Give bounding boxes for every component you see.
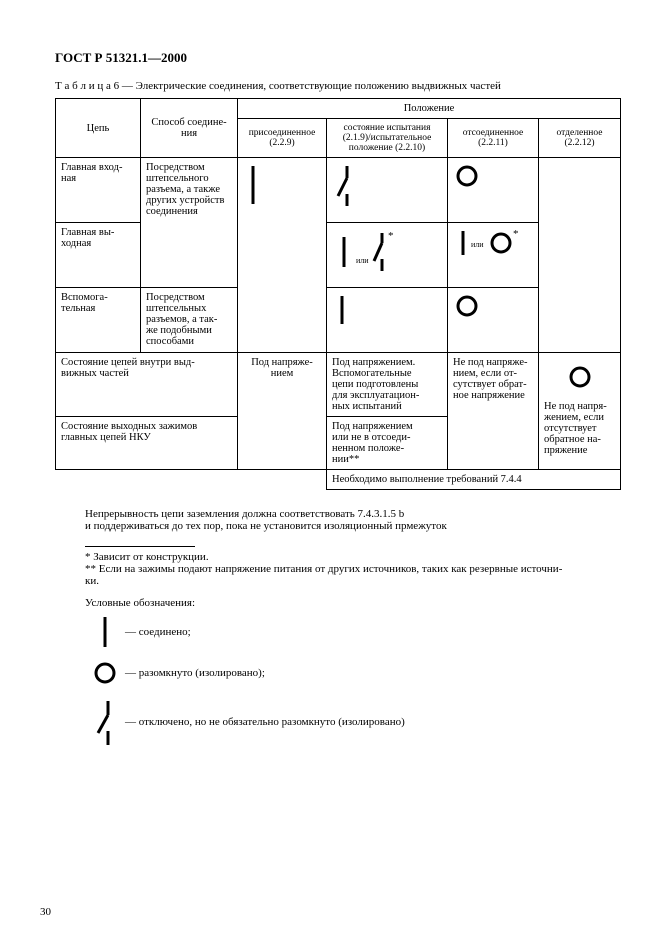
legend-text-1: — соединено; (125, 626, 191, 638)
cell-r123-p1 (238, 158, 327, 353)
cell-r2-p2: или * (327, 223, 448, 288)
footnote-2: ** Если на зажимы подают напряжение пита… (85, 563, 611, 587)
disconnected-switch-icon (90, 697, 120, 747)
cell-method-aux: Посредствомштепсельныхразъемов, а так-же… (141, 288, 238, 353)
col-header-position: Положение (238, 99, 621, 119)
cell-r1-p2 (327, 158, 448, 223)
cell-r1-circuit: Главная вход-ная (56, 158, 141, 223)
main-table: Цепь Способ соедине-ния Положение присое… (55, 98, 621, 490)
cell-r5-circuit: Состояние выходных зажимовглавных цепей … (56, 417, 238, 470)
cell-r45-p4: Не под напря-жением, еслиотсутствуетобра… (539, 353, 621, 470)
legend-row-1: — соединено; (85, 615, 611, 649)
cell-r6-empty (56, 470, 327, 490)
cell-r123-p4 (539, 158, 621, 353)
cell-r1-p3 (448, 158, 539, 223)
note-main: Непрерывность цепи заземления должна соо… (55, 508, 621, 532)
connected-icon (95, 615, 115, 649)
open-circle-icon (453, 292, 481, 320)
open-circle-icon (91, 659, 119, 687)
col-header-circuit: Цепь (56, 99, 141, 158)
cell-r3-circuit: Вспомога-тельная (56, 288, 141, 353)
svg-text:*: * (513, 228, 519, 240)
col-header-p3: отсоединенное(2.2.11) (448, 119, 539, 158)
svg-text:или: или (471, 240, 484, 249)
legend-row-2: — разомкнуто (изолировано); (85, 659, 611, 687)
cell-r3-p3 (448, 288, 539, 353)
open-circle-icon (566, 363, 594, 391)
col-header-p2: состояние испытания(2.1.9)/испытательное… (327, 119, 448, 158)
connected-icon (243, 162, 263, 208)
disconnected-switch-icon (332, 162, 362, 210)
table-caption: Т а б л и ц а 6 — Электрические соединен… (55, 80, 621, 92)
svg-text:*: * (388, 230, 394, 242)
cell-r45-p4-text: Не под напря-жением, еслиотсутствуетобра… (544, 401, 615, 456)
legend-row-3: — отключено, но не обязательно разомкнут… (85, 697, 611, 747)
line-or-circle-icon: или * (453, 227, 527, 259)
legend-text-2: — разомкнуто (изолировано); (125, 667, 265, 679)
legend-title: Условные обозначения: (85, 597, 611, 609)
cell-r4-circuit: Состояние цепей внутри выд-вижных частей (56, 353, 238, 417)
cell-r4-p2: Под напряжением.Вспомогательныецепи подг… (327, 353, 448, 417)
line-or-switch-icon: или * (332, 227, 402, 275)
open-circle-icon (453, 162, 481, 190)
cell-r5-p2: Под напряжениемили не в отсоеди-ненном п… (327, 417, 448, 470)
connected-icon (332, 292, 352, 328)
footnote-1: * Зависит от конструкции. (85, 551, 611, 563)
doc-id: ГОСТ Р 51321.1—2000 (55, 50, 621, 66)
col-header-p1: присоединенное(2.2.9) (238, 119, 327, 158)
cell-r2-circuit: Главная вы-ходная (56, 223, 141, 288)
footnote-rule (85, 546, 195, 547)
cell-r45-p1: Под напряже-нием (238, 353, 327, 470)
cell-r45-p3: Не под напряже-нием, если от-сутствует о… (448, 353, 539, 470)
legend-text-3: — отключено, но не обязательно разомкнут… (125, 716, 405, 728)
page-number: 30 (40, 906, 51, 918)
col-header-method: Способ соедине-ния (141, 99, 238, 158)
cell-method-main: Посредствомштепсельногоразъема, а такжед… (141, 158, 238, 288)
col-header-p4: отделенное(2.2.12) (539, 119, 621, 158)
cell-r3-p2 (327, 288, 448, 353)
cell-r2-p3: или * (448, 223, 539, 288)
cell-r6: Необходимо выполнение требований 7.4.4 (327, 470, 621, 490)
svg-text:или: или (356, 256, 369, 265)
